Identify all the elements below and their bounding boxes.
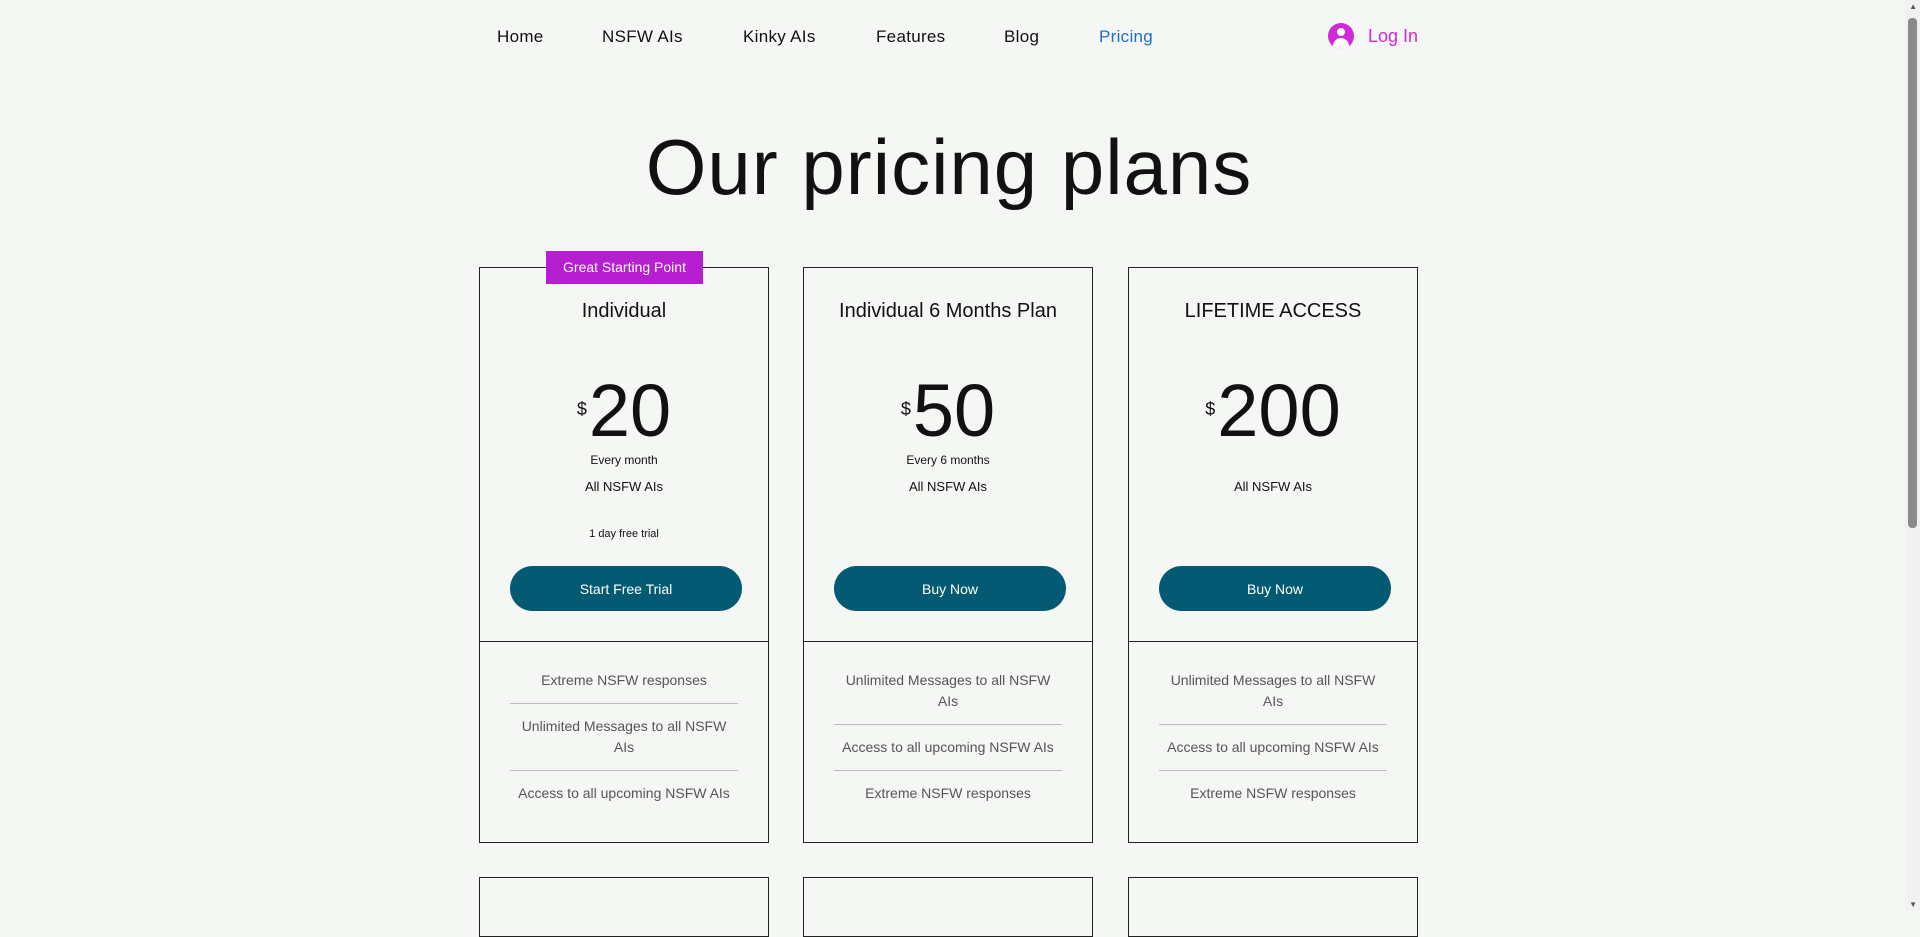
nav-pricing[interactable]: Pricing (1099, 27, 1154, 46)
feature-item: Unlimited Messages to all NSFW AIs (510, 704, 738, 771)
price-amount: 200 (1217, 369, 1341, 452)
scrollbar[interactable]: ▲ ▼ (1905, 0, 1920, 911)
plan-price: $200 (1129, 371, 1417, 451)
feature-list: Unlimited Messages to all NSFW AIs Access… (804, 642, 1092, 816)
nav-features[interactable]: Features (876, 27, 946, 46)
plan-summary: Individual $20 Every month All NSFW AIs 1 d… (480, 268, 768, 642)
nav-blog[interactable]: Blog (1004, 27, 1040, 46)
plan-badge: Great Starting Point (546, 251, 703, 284)
plan-card-next (1128, 877, 1418, 937)
plan-cta-button[interactable]: Buy Now (1159, 566, 1391, 611)
plan-frequency: Every month (590, 453, 658, 467)
currency-symbol: $ (576, 399, 587, 419)
feature-list: Unlimited Messages to all NSFW AIs Access… (1129, 642, 1417, 816)
plan-name: Individual 6 Months Plan (839, 300, 1057, 322)
plan-description: All NSFW AIs (1233, 479, 1312, 494)
login-label: Log In (1368, 25, 1419, 46)
feature-item: Extreme NSFW responses (1190, 785, 1356, 801)
price-amount: 50 (912, 369, 996, 452)
user-avatar-icon (1328, 23, 1354, 49)
plan-frequency: Every 6 months (906, 453, 990, 467)
plan-card: Individual 6 Months Plan $50 Every 6 mont… (803, 267, 1093, 843)
plan-card: Individual $20 Every month All NSFW AIs 1 d… (479, 267, 769, 843)
currency-symbol: $ (900, 399, 911, 419)
plan-price: $20 (480, 371, 768, 451)
plan-name: Individual (581, 300, 667, 322)
plan-description: All NSFW AIs (584, 479, 663, 494)
scroll-down-icon[interactable]: ▼ (1909, 900, 1917, 909)
page-title: Our pricing plans (645, 123, 1253, 211)
plan-card-next (479, 877, 769, 937)
feature-item: Access to all upcoming NSFW AIs (518, 785, 730, 801)
nav-home[interactable]: Home (497, 27, 544, 46)
feature-item: Unlimited Messages to all NSFW AIs (1159, 658, 1387, 725)
plan-price: $50 (804, 371, 1092, 451)
plan-description: All NSFW AIs (908, 479, 987, 494)
plan-cta-button[interactable]: Buy Now (834, 566, 1066, 611)
nav-kinky-ais[interactable]: Kinky AIs (743, 27, 816, 46)
plan-card-next (803, 877, 1093, 937)
plan-note: 1 day free trial (589, 528, 659, 540)
plan-card: LIFETIME ACCESS $200 All NSFW AIs Buy Now U… (1128, 267, 1418, 843)
login-button[interactable]: Log In (1328, 23, 1418, 49)
price-amount: 20 (588, 369, 672, 452)
feature-item: Extreme NSFW responses (865, 785, 1031, 801)
plan-cta-button[interactable]: Start Free Trial (510, 566, 742, 611)
currency-symbol: $ (1205, 399, 1216, 419)
feature-item: Access to all upcoming NSFW AIs (834, 725, 1062, 771)
nav-nsfw-ais[interactable]: NSFW AIs (602, 27, 683, 46)
feature-item: Unlimited Messages to all NSFW AIs (834, 658, 1062, 725)
feature-item: Access to all upcoming NSFW AIs (1159, 725, 1387, 771)
feature-list: Extreme NSFW responses Unlimited Messages… (480, 642, 768, 816)
plan-summary: LIFETIME ACCESS $200 All NSFW AIs Buy Now (1129, 268, 1417, 642)
feature-item: Extreme NSFW responses (510, 658, 738, 704)
scroll-up-icon[interactable]: ▲ (1909, 2, 1917, 11)
plan-summary: Individual 6 Months Plan $50 Every 6 mont… (804, 268, 1092, 642)
plan-name: LIFETIME ACCESS (1184, 300, 1362, 322)
scrollbar-thumb[interactable] (1908, 18, 1917, 528)
